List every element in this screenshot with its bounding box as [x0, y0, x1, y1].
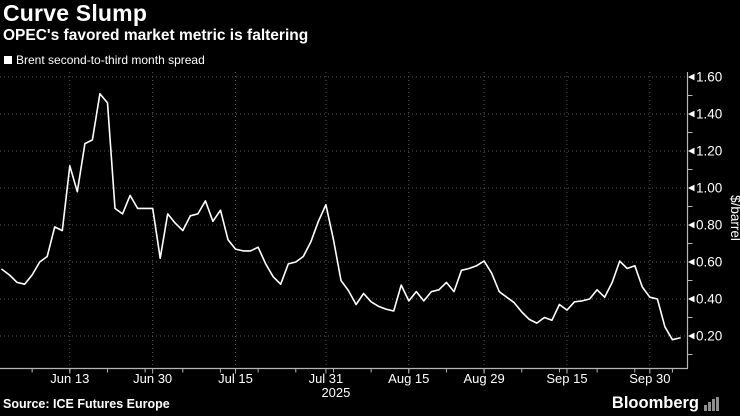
- y-axis-tick-label: 0.20: [696, 329, 722, 344]
- y-major-tick: [688, 221, 695, 229]
- bloomberg-bars-logo-icon: [704, 396, 719, 411]
- x-axis-tick-label: Sep 30: [629, 371, 670, 386]
- y-major-tick: [688, 110, 695, 118]
- y-axis-tick-label: 1.40: [696, 107, 722, 122]
- spread-line: [1, 92, 681, 341]
- legend: Brent second-to-third month spread: [4, 53, 205, 67]
- x-axis-tick-label: Jul 31: [309, 371, 344, 386]
- y-major-tick: [688, 332, 695, 340]
- y-axis-tick-label: 0.60: [696, 255, 722, 270]
- y-major-tick: [688, 295, 695, 303]
- x-axis-tick-label: Jul 15: [218, 371, 253, 386]
- x-axis-year-label: 2025: [321, 385, 350, 400]
- page-subtitle: OPEC's favored market metric is falterin…: [3, 27, 309, 44]
- legend-marker-icon: [4, 56, 12, 64]
- x-axis-tick-label: Jun 30: [133, 371, 172, 386]
- brand-name: Bloomberg: [611, 394, 699, 412]
- y-axis-tick-label: 0.40: [696, 292, 722, 307]
- y-major-tick: [688, 147, 695, 155]
- y-axis-tick-label: 1.60: [696, 70, 722, 85]
- y-axis-tick-label: 1.00: [696, 181, 722, 196]
- page-title: Curve Slump: [3, 0, 148, 26]
- x-axis-tick-label: Sep 15: [546, 371, 587, 386]
- y-axis-tick-label: 1.20: [696, 144, 722, 159]
- y-major-tick: [688, 73, 695, 81]
- y-major-tick: [688, 258, 695, 266]
- x-axis-tick-label: Aug 15: [388, 371, 429, 386]
- x-axis-tick-label: Jun 13: [50, 371, 89, 386]
- y-axis-tick-label: 0.80: [696, 218, 722, 233]
- y-axis-title: $/barrel: [728, 195, 740, 241]
- x-axis-tick-label: Aug 29: [464, 371, 505, 386]
- source-note: Source: ICE Futures Europe: [3, 397, 170, 411]
- brand: Bloomberg: [612, 394, 719, 413]
- legend-label: Brent second-to-third month spread: [16, 53, 205, 67]
- y-major-tick: [688, 184, 695, 192]
